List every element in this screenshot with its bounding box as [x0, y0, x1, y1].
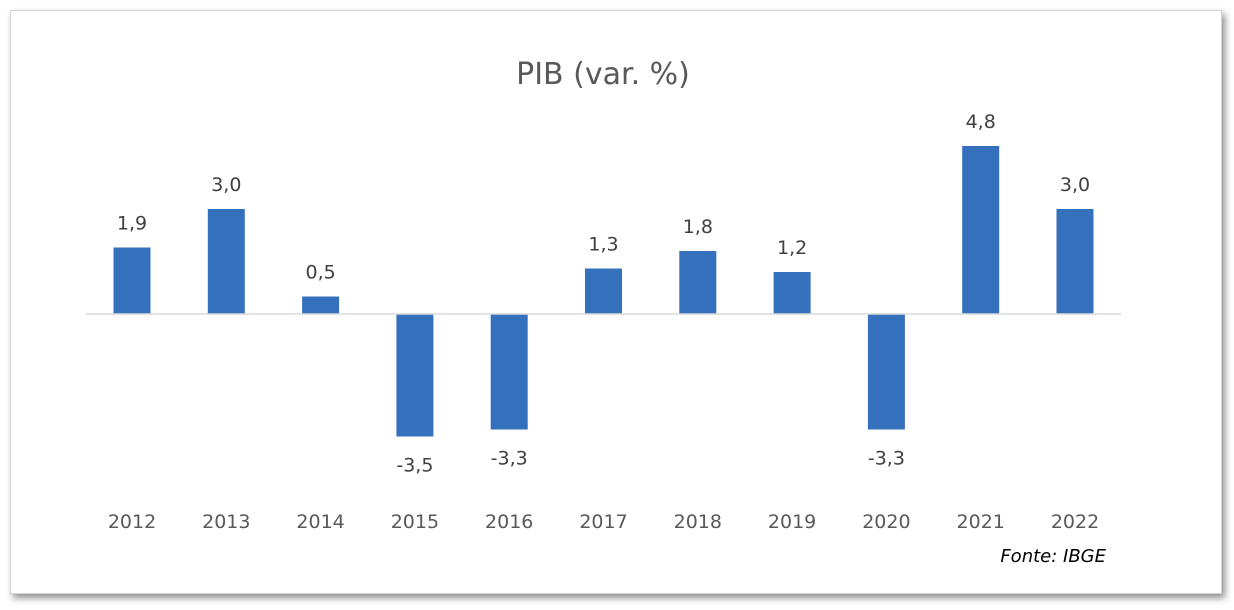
data-label-2014: 0,5 — [305, 262, 335, 284]
chart-frame: PIB (var. %) 1,9 3,0 0,5 -3,5 -3,3 1,3 1,8 1,2 -… — [10, 10, 1222, 594]
data-label-2018: 1,8 — [683, 216, 713, 238]
data-label-2017: 1,3 — [588, 234, 618, 256]
bar-2020 — [867, 314, 905, 430]
data-label-2016: -3,3 — [491, 448, 528, 470]
bar-2017 — [585, 268, 622, 314]
bar-2014 — [302, 296, 340, 314]
data-label-2021: 4,8 — [966, 111, 996, 133]
x-tick-label-2012: 2012 — [108, 511, 156, 533]
bar-2015 — [396, 314, 434, 437]
x-axis-tick-labels: 2012 2013 2014 2015 2016 2017 2018 2019 2020 2021… — [108, 511, 1099, 533]
data-label-2015: -3,5 — [396, 455, 433, 477]
x-tick-label-2019: 2019 — [768, 511, 816, 533]
x-tick-label-2020: 2020 — [862, 511, 910, 533]
data-label-2022: 3,0 — [1060, 174, 1090, 196]
x-tick-label-2018: 2018 — [674, 511, 722, 533]
bar-2012 — [113, 247, 151, 314]
bar-chart: PIB (var. %) 1,9 3,0 0,5 -3,5 -3,3 1,3 1,8 1,2 -… — [86, 57, 1121, 567]
data-labels-group: 1,9 3,0 0,5 -3,5 -3,3 1,3 1,8 1,2 -3,3 4,8 3,0 — [117, 111, 1090, 477]
data-label-2013: 3,0 — [211, 174, 241, 196]
data-label-2020: -3,3 — [868, 448, 905, 470]
data-label-2019: 1,2 — [777, 237, 807, 259]
x-tick-label-2013: 2013 — [202, 511, 250, 533]
bar-2021 — [962, 146, 1000, 314]
x-tick-label-2017: 2017 — [579, 511, 627, 533]
x-tick-label-2021: 2021 — [957, 511, 1005, 533]
x-tick-label-2016: 2016 — [485, 511, 533, 533]
data-label-2012: 1,9 — [117, 213, 147, 235]
x-tick-label-2014: 2014 — [296, 511, 344, 533]
bar-2019 — [773, 272, 811, 314]
x-tick-label-2015: 2015 — [391, 511, 439, 533]
bars-group — [113, 146, 1094, 437]
chart-title: PIB (var. %) — [516, 57, 690, 92]
bar-2016 — [490, 314, 528, 430]
bar-2018 — [679, 251, 717, 314]
x-tick-label-2022: 2022 — [1051, 511, 1099, 533]
bar-2022 — [1056, 209, 1094, 314]
source-note: Fonte: IBGE — [1000, 546, 1106, 567]
bar-2013 — [207, 209, 245, 314]
